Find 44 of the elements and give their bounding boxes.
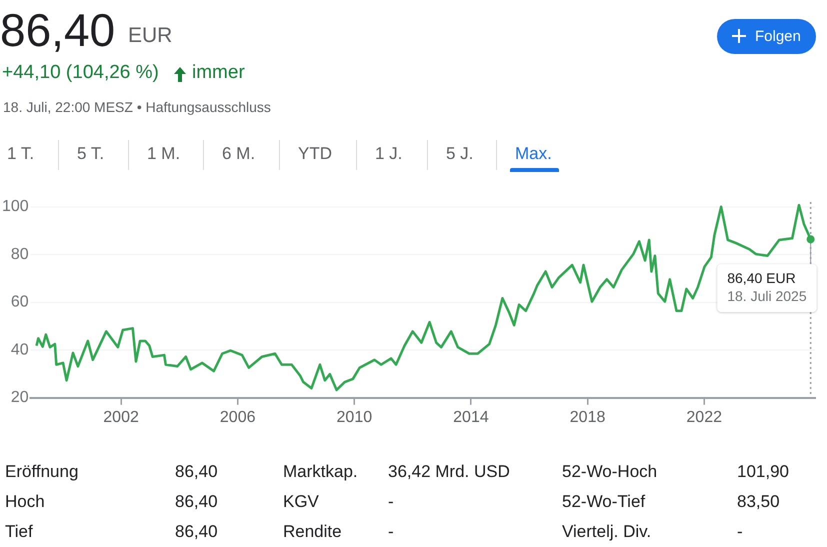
text: Viertelj. Div. [562,522,652,542]
text: 83,50 [737,492,780,512]
text: EUR [128,24,172,48]
x-tick-label: 2006 [220,408,256,426]
text: 1 J. [375,144,402,164]
x-tick-label: 2022 [686,408,722,426]
text: 52-Wo-Hoch [562,462,658,482]
text: YTD [298,144,332,164]
text: 6 M. [222,144,256,164]
text: 86,40 [175,522,218,542]
y-tick-label: 80 [10,246,29,263]
y-tick-label: 60 [10,294,29,311]
y-tick-label: 20 [10,389,29,406]
x-tick-label: 2014 [453,408,489,426]
text: 52-Wo-Tief [562,492,646,512]
text: KGV [283,492,319,512]
text: Rendite [283,522,342,542]
annotation: 86,40 EUR 18. Juli 2025 [727,270,807,304]
x-tick-label: 2010 [336,408,372,426]
text: - [388,522,394,542]
text: 86,40 [0,3,116,58]
text: 101,90 [737,462,789,482]
text: 86,40 [175,462,218,482]
text: 1 T. [7,144,34,164]
x-tick-label: 2002 [103,408,139,426]
text: Marktkap. [283,462,358,482]
text: immer [192,62,245,84]
text: 86,40 [175,492,218,512]
text: 36,42 Mrd. USD [388,462,510,482]
text: Max. [515,144,552,164]
text: 1 M. [147,144,180,164]
x-tick-label: 2018 [570,408,606,426]
text: +44,10 (104,26 %) [2,62,159,84]
text: 18. Juli, 22:00 MESZ • Haftungsausschluss [3,99,271,115]
text: Tief [5,522,33,542]
text: Hoch [5,492,45,512]
text: 5 T. [77,144,104,164]
y-tick-label: 40 [10,341,29,358]
text: Eröffnung [5,462,78,482]
y-tick-label: 100 [2,198,29,216]
text: - [737,522,743,542]
text: Folgen [755,28,801,45]
text: 5 J. [446,144,474,164]
text: - [388,492,394,512]
